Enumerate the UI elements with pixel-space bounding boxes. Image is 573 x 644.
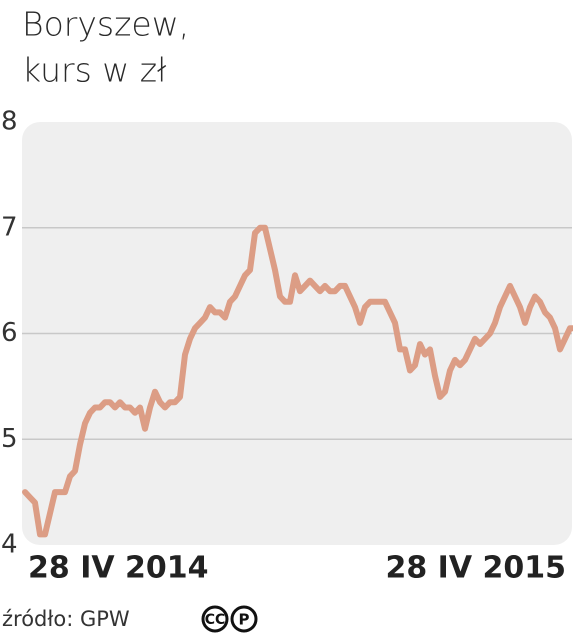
y-tick-label: 8 [1,107,18,137]
chart-subtitle: kurs w zł [22,51,167,90]
source: źródło: GPW [2,607,130,631]
price-line [22,224,573,538]
svg-text:P: P [239,611,250,629]
y-tick-label: 6 [1,318,18,348]
y-tick-label: 5 [1,424,18,454]
license-icons: CC P [201,605,258,633]
chart-title: Boryszew, [22,5,189,44]
y-tick-label: 4 [1,530,18,560]
x-tick-label: 28 IV 2015 [385,551,566,586]
y-tick-label: 7 [1,212,18,242]
svg-text:CC: CC [205,612,226,628]
x-tick-label: 28 IV 2014 [28,551,209,586]
